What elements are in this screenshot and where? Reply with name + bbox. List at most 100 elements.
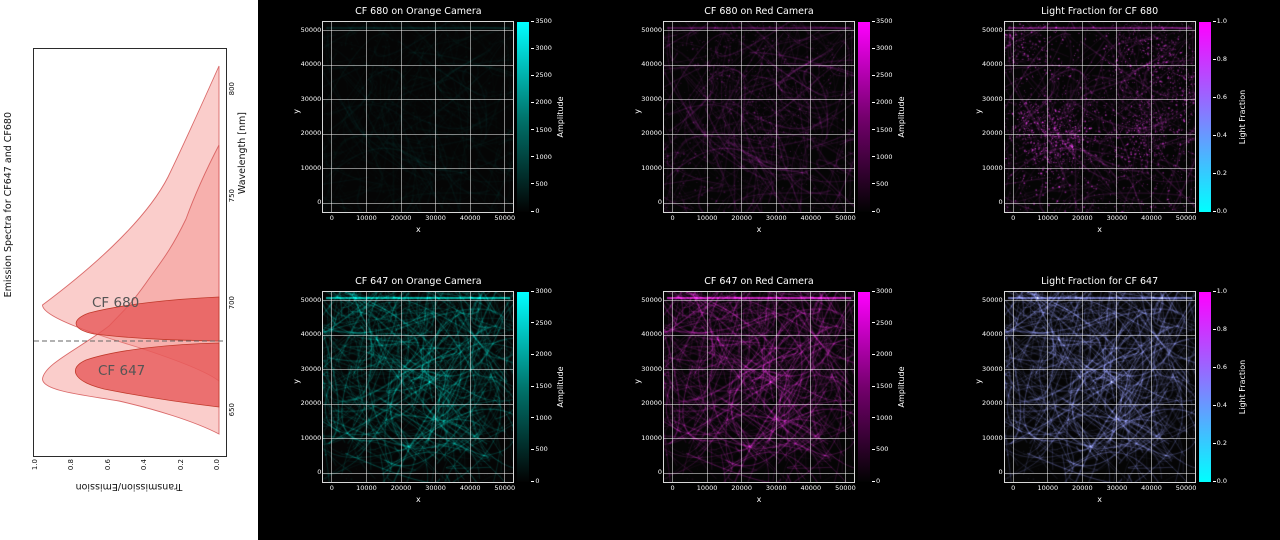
- colorbar-tick-label: 0.4: [1213, 132, 1227, 139]
- x-axis-label: x: [756, 225, 762, 234]
- colorbar-tick-label: 3000: [531, 288, 552, 295]
- colorbar-gradient: [1198, 292, 1211, 482]
- y-tick-label: 10000: [641, 433, 662, 442]
- x-tick-label: 0: [329, 484, 334, 492]
- plot-area: [322, 291, 515, 483]
- y-axis-label: y: [973, 109, 983, 114]
- colorbar-tick-label: 1.0: [1213, 288, 1227, 295]
- y-axis-gutter: y 0 10000 20000 30000 40000 50000: [289, 275, 323, 507]
- colorbar-tick-label: 500: [531, 446, 547, 453]
- colorbar-tick-label: 1500: [872, 127, 893, 134]
- y-tick-label: 50000: [641, 25, 662, 34]
- wavelength-axis-label: Wavelength [nm]: [237, 112, 248, 195]
- x-tick-label: 40000: [800, 484, 822, 492]
- y-tick-label: 40000: [300, 60, 322, 69]
- y-tick-label: 30000: [300, 364, 322, 373]
- image-canvas: [663, 22, 854, 212]
- y-tick-label: 0: [998, 198, 1003, 207]
- colorbar-tick-label: 1000: [872, 154, 893, 161]
- spectra-plot-area: CF 680 CF 647: [33, 48, 227, 457]
- colorbar-tick-label: 3000: [872, 288, 893, 295]
- y-tick-label: 20000: [981, 399, 1003, 408]
- transmission-tick-label: 0.8: [67, 459, 76, 471]
- plot-area: [662, 21, 855, 213]
- x-tick-label: 30000: [425, 484, 446, 492]
- subplot-title: Light Fraction for CF 680: [1041, 6, 1159, 17]
- subplot-title: Light Fraction for CF 647: [1041, 276, 1159, 287]
- y-axis-gutter: y 0 10000 20000 30000 40000 50000: [630, 5, 664, 237]
- colorbar-tick-label: 3000: [531, 45, 552, 52]
- x-tick-label: 50000: [494, 484, 516, 492]
- colorbar-tick-label: 2000: [531, 99, 552, 106]
- image-canvas: [663, 292, 854, 482]
- colorbar-tick-label: 1.0: [1213, 18, 1227, 25]
- x-tick-label: 30000: [1106, 214, 1128, 222]
- transmission-tick-label: 0.0: [213, 459, 221, 471]
- colorbar-tick-label: 0.8: [1213, 326, 1227, 333]
- x-tick-label: 20000: [1072, 484, 1093, 492]
- colorbar-label: Amplitude: [556, 96, 566, 138]
- y-tick-label: 50000: [981, 25, 1003, 34]
- colorbar-tick-label: 3500: [872, 18, 893, 25]
- x-tick-label: 50000: [1175, 484, 1197, 492]
- cf680-detected-lobe: [75, 296, 220, 342]
- colorbar-tick-label: 0.4: [1213, 402, 1227, 409]
- spectra-curves: [34, 65, 226, 435]
- colorbar-label: Amplitude: [896, 96, 906, 138]
- y-tick-label: 10000: [981, 163, 1003, 172]
- y-tick-label: 20000: [300, 399, 322, 408]
- plot-area: [322, 21, 515, 213]
- colorbar-tick-label: 0: [531, 478, 539, 485]
- plot-area: [1003, 291, 1196, 483]
- x-tick-label: 40000: [459, 484, 481, 492]
- colorbar-tick-label: 1000: [531, 154, 552, 161]
- x-axis-label: x: [1097, 225, 1103, 234]
- x-tick-label: 10000: [696, 214, 718, 222]
- y-tick-label: 30000: [641, 94, 662, 103]
- x-tick-label: 0: [1011, 214, 1016, 222]
- x-axis-label: x: [415, 495, 421, 504]
- colorbar-tick-label: 0.2: [1213, 440, 1227, 447]
- y-tick-label: 10000: [300, 433, 322, 442]
- y-axis-label: y: [292, 109, 302, 114]
- colorbar-gradient: [1198, 22, 1211, 212]
- x-tick-labels: 0 10000 20000 30000 40000 50000: [1005, 484, 1197, 494]
- colorbar: 3000 2500 2000 1500 1000 500 0 Amplitude: [517, 275, 567, 507]
- subplot-cf680-orange: y 0 10000 20000 30000 40000 50000 CF 680 on O…: [258, 0, 599, 270]
- x-tick-label: 40000: [1141, 214, 1162, 222]
- colorbar-tick-label: 2000: [872, 351, 893, 358]
- colorbar-label: Amplitude: [896, 366, 906, 408]
- colorbar-tick-label: 0: [872, 208, 880, 215]
- colorbar-tick-label: 0.2: [1213, 170, 1227, 177]
- subplot-cf647-red: y 0 10000 20000 30000 40000 50000 CF 647 on R…: [599, 270, 940, 540]
- y-tick-label: 0: [998, 468, 1003, 477]
- x-tick-labels: 0 10000 20000 30000 40000 50000: [323, 215, 515, 224]
- wavelength-tick-label: 650: [228, 403, 236, 417]
- y-tick-label: 20000: [300, 129, 322, 138]
- transmission-tick-label: 1.0: [31, 459, 39, 471]
- y-axis-label: y: [632, 379, 642, 384]
- x-tick-label: 0: [1011, 484, 1016, 492]
- colorbar-tick-label: 1500: [531, 127, 552, 134]
- plot-area: [1003, 21, 1196, 213]
- colorbar-tick-label: 1500: [872, 383, 893, 390]
- subplot-title: CF 647 on Orange Camera: [355, 276, 482, 287]
- transmission-tick-label: 0.2: [176, 459, 185, 471]
- y-tick-label: 30000: [641, 364, 662, 373]
- y-axis-gutter: y 0 10000 20000 30000 40000 50000: [971, 275, 1005, 507]
- x-axis-label: x: [415, 225, 421, 234]
- subplot-cf680-red: y 0 10000 20000 30000 40000 50000 CF 680 on R…: [599, 0, 940, 270]
- x-tick-label: 10000: [696, 484, 718, 492]
- colorbar: 3500 3000 2500 2000 1500 1000 500 0 Amplitude: [517, 5, 567, 237]
- colorbar-tick-label: 2500: [872, 72, 893, 79]
- x-tick-label: 20000: [731, 214, 753, 222]
- x-tick-label: 20000: [1072, 214, 1093, 222]
- colorbar-tick-label: 0.0: [1213, 208, 1227, 215]
- spectra-figure: Emission Spectra for CF647 and CF680 CF …: [0, 0, 258, 540]
- cf647-detected-lobe: [75, 342, 220, 408]
- y-axis-gutter: y 0 10000 20000 30000 40000 50000: [971, 5, 1005, 237]
- y-tick-label: 0: [317, 198, 322, 207]
- colorbar: 1.0 0.8 0.6 0.4 0.2 0.0 Light Fraction: [1198, 5, 1249, 237]
- transmission-tick-label: 0.4: [140, 459, 149, 471]
- y-tick-label: 10000: [300, 163, 322, 172]
